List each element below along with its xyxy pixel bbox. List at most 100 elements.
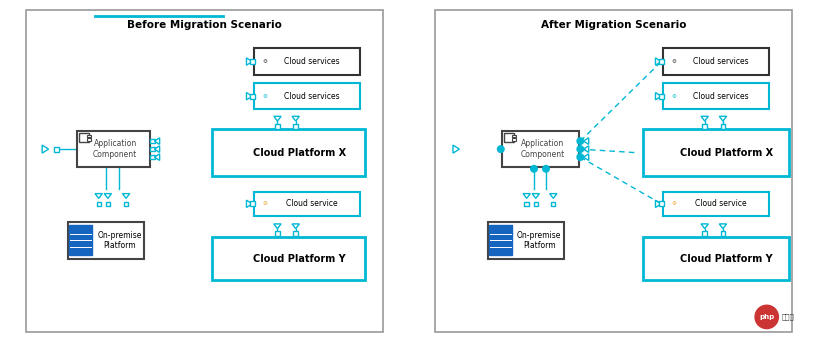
Circle shape — [577, 154, 583, 160]
Text: Cloud services: Cloud services — [285, 57, 340, 66]
Text: On-premise
Platform: On-premise Platform — [517, 231, 561, 250]
Bar — [254, 49, 360, 75]
Circle shape — [264, 55, 271, 63]
Bar — [703, 232, 707, 236]
Circle shape — [673, 198, 680, 205]
Bar — [254, 192, 360, 216]
Bar — [70, 225, 92, 255]
Circle shape — [670, 251, 682, 264]
Circle shape — [654, 139, 672, 156]
Bar — [703, 124, 707, 129]
Circle shape — [577, 138, 583, 144]
Bar — [504, 133, 514, 142]
Circle shape — [219, 250, 233, 264]
Circle shape — [667, 200, 673, 207]
Bar — [87, 138, 91, 141]
Circle shape — [668, 89, 677, 97]
Bar — [502, 131, 579, 167]
Bar — [250, 201, 254, 206]
Circle shape — [671, 93, 678, 101]
Circle shape — [259, 89, 268, 97]
Circle shape — [676, 58, 682, 64]
Bar — [663, 49, 769, 75]
Bar — [97, 202, 101, 206]
Bar — [512, 138, 516, 141]
Circle shape — [223, 244, 240, 261]
Bar — [151, 139, 155, 143]
Circle shape — [671, 201, 678, 208]
Text: ⚙: ⚙ — [263, 201, 267, 206]
Circle shape — [262, 93, 269, 101]
Bar — [524, 202, 529, 206]
Bar — [294, 124, 298, 129]
Text: Cloud services: Cloud services — [285, 92, 340, 101]
Bar — [721, 124, 726, 129]
Bar — [212, 237, 365, 280]
Circle shape — [267, 93, 273, 99]
Circle shape — [663, 141, 678, 155]
Circle shape — [232, 141, 247, 155]
Circle shape — [239, 251, 252, 264]
Circle shape — [659, 147, 674, 162]
Text: Cloud Platform Y: Cloud Platform Y — [681, 253, 773, 264]
FancyBboxPatch shape — [25, 11, 384, 331]
Bar — [512, 135, 516, 137]
Text: Application
Component: Application Component — [93, 140, 137, 159]
Text: ⚙: ⚙ — [672, 59, 676, 64]
Bar — [489, 225, 512, 255]
Circle shape — [267, 58, 273, 64]
Bar — [659, 201, 663, 206]
Bar — [488, 222, 564, 259]
Circle shape — [264, 198, 271, 205]
Bar — [250, 94, 254, 98]
Text: Before Migration Scenario: Before Migration Scenario — [127, 19, 282, 30]
FancyBboxPatch shape — [434, 11, 793, 331]
Text: Cloud Platform X: Cloud Platform X — [680, 148, 773, 158]
Bar — [250, 59, 254, 64]
Circle shape — [667, 92, 673, 99]
Bar — [663, 83, 769, 109]
Text: ⚙: ⚙ — [672, 94, 676, 99]
Bar — [663, 192, 769, 216]
Bar — [68, 222, 144, 259]
Bar — [659, 59, 663, 64]
Bar — [151, 147, 155, 151]
Text: After Migration Scenario: After Migration Scenario — [541, 19, 686, 30]
Text: Application
Component: Application Component — [520, 140, 564, 159]
Circle shape — [659, 253, 674, 267]
Text: Cloud services: Cloud services — [694, 92, 749, 101]
Circle shape — [577, 146, 583, 153]
Bar — [254, 83, 360, 109]
Circle shape — [654, 244, 672, 261]
Bar — [275, 124, 280, 129]
Circle shape — [676, 93, 682, 99]
Bar — [212, 129, 365, 176]
Circle shape — [676, 200, 682, 207]
Text: ⚙: ⚙ — [672, 201, 676, 206]
Bar — [106, 202, 110, 206]
Circle shape — [668, 55, 677, 63]
Text: Cloud service: Cloud service — [695, 199, 747, 208]
Bar — [124, 202, 128, 206]
Text: ⚙: ⚙ — [263, 59, 267, 64]
Bar — [54, 147, 60, 152]
Circle shape — [219, 144, 233, 158]
Circle shape — [258, 200, 264, 207]
Bar — [151, 155, 155, 159]
Circle shape — [542, 166, 550, 172]
Circle shape — [673, 90, 680, 97]
Circle shape — [650, 250, 664, 264]
Circle shape — [670, 146, 682, 158]
Text: On-premise
Platform: On-premise Platform — [97, 231, 142, 250]
Text: ⚙: ⚙ — [263, 94, 267, 99]
Text: 中文网: 中文网 — [781, 314, 794, 320]
Circle shape — [228, 147, 243, 162]
Bar — [659, 94, 663, 98]
Circle shape — [667, 57, 673, 64]
Circle shape — [228, 253, 243, 267]
Bar — [275, 232, 280, 236]
Text: Cloud service: Cloud service — [286, 199, 338, 208]
Circle shape — [671, 59, 678, 66]
Circle shape — [755, 305, 779, 329]
Bar — [551, 202, 555, 206]
